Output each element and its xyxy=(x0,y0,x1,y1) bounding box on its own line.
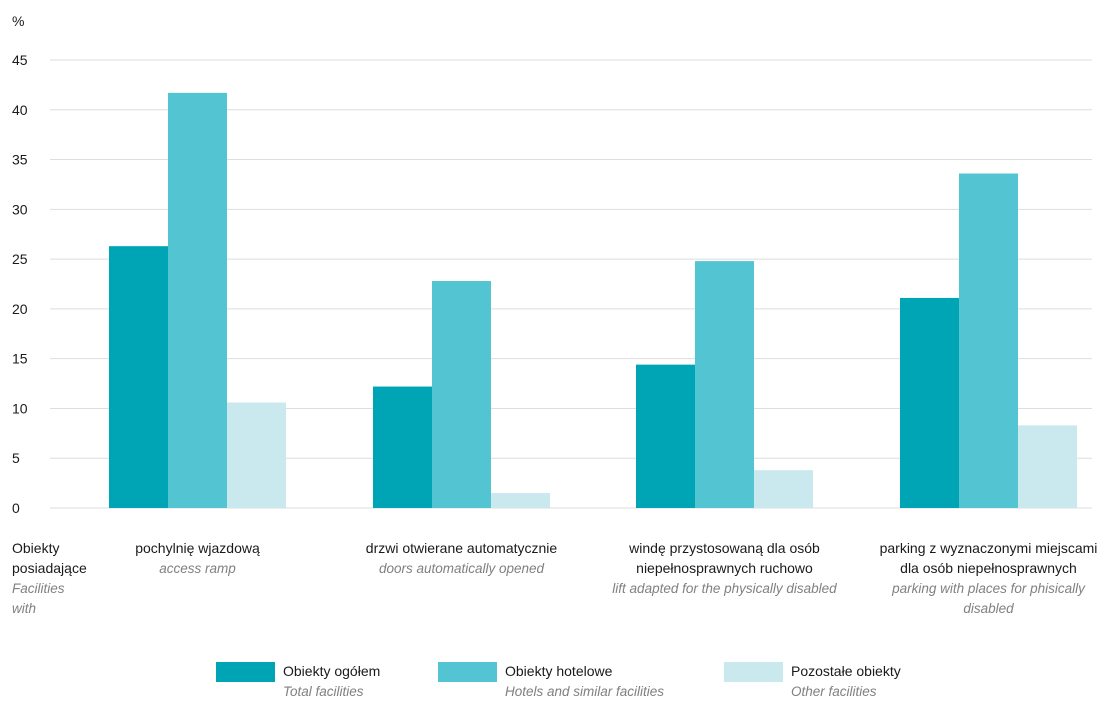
legend-label-en: Other facilities xyxy=(791,684,877,699)
category-label-en: doors automatically opened xyxy=(379,561,545,576)
bar xyxy=(432,281,491,508)
y-tick-label: 25 xyxy=(12,251,28,267)
category-label: drzwi otwierane automatycznie xyxy=(366,540,558,556)
y-tick-label: 0 xyxy=(12,500,20,516)
legend-label: Pozostałe obiekty xyxy=(791,663,901,679)
y-tick-label: 40 xyxy=(12,102,28,118)
y-tick-label: 45 xyxy=(12,52,28,68)
bar xyxy=(900,297,959,508)
category-label-en: access ramp xyxy=(159,561,236,576)
row-header-label: posiadające xyxy=(12,560,87,576)
category-label: dla osób niepełnosprawnych xyxy=(900,560,1077,576)
category-label: pochylnię wjazdową xyxy=(135,540,260,556)
bar xyxy=(168,92,227,508)
legend-label-en: Hotels and similar facilities xyxy=(505,684,664,699)
y-tick-label: 10 xyxy=(12,400,28,416)
row-header-label-en: Facilities xyxy=(12,581,65,596)
y-tick-label: 5 xyxy=(12,450,20,466)
y-tick-label: 35 xyxy=(12,152,28,168)
bar xyxy=(636,364,695,508)
legend-swatch xyxy=(216,662,275,682)
category-label-en: disabled xyxy=(963,601,1014,616)
bar xyxy=(109,246,168,508)
category-label: windę przystosowaną dla osób xyxy=(628,540,820,556)
row-header-label: Obiekty xyxy=(12,540,59,556)
category-label: niepełnosprawnych ruchowo xyxy=(636,560,813,576)
category-label: parking z wyznaczonymi miejscami xyxy=(880,540,1098,556)
legend-swatch xyxy=(724,662,783,682)
y-axis-unit-label: % xyxy=(12,13,24,29)
bar xyxy=(754,470,813,508)
legend-swatch xyxy=(438,662,497,682)
bar xyxy=(373,386,432,508)
bar xyxy=(491,493,550,508)
bar xyxy=(227,402,286,508)
row-header-label-en: with xyxy=(12,601,36,616)
category-label-en: parking with places for phisically xyxy=(891,581,1086,596)
y-tick-label: 30 xyxy=(12,201,28,217)
y-tick-label: 15 xyxy=(12,351,28,367)
legend-label: Obiekty ogółem xyxy=(283,663,380,679)
bar xyxy=(695,261,754,508)
legend-label-en: Total facilities xyxy=(283,684,364,699)
category-label-en: lift adapted for the physically disabled xyxy=(612,581,837,596)
y-tick-label: 20 xyxy=(12,301,28,317)
bar xyxy=(1018,425,1077,508)
bar xyxy=(959,173,1018,508)
legend-label: Obiekty hotelowe xyxy=(505,663,613,679)
